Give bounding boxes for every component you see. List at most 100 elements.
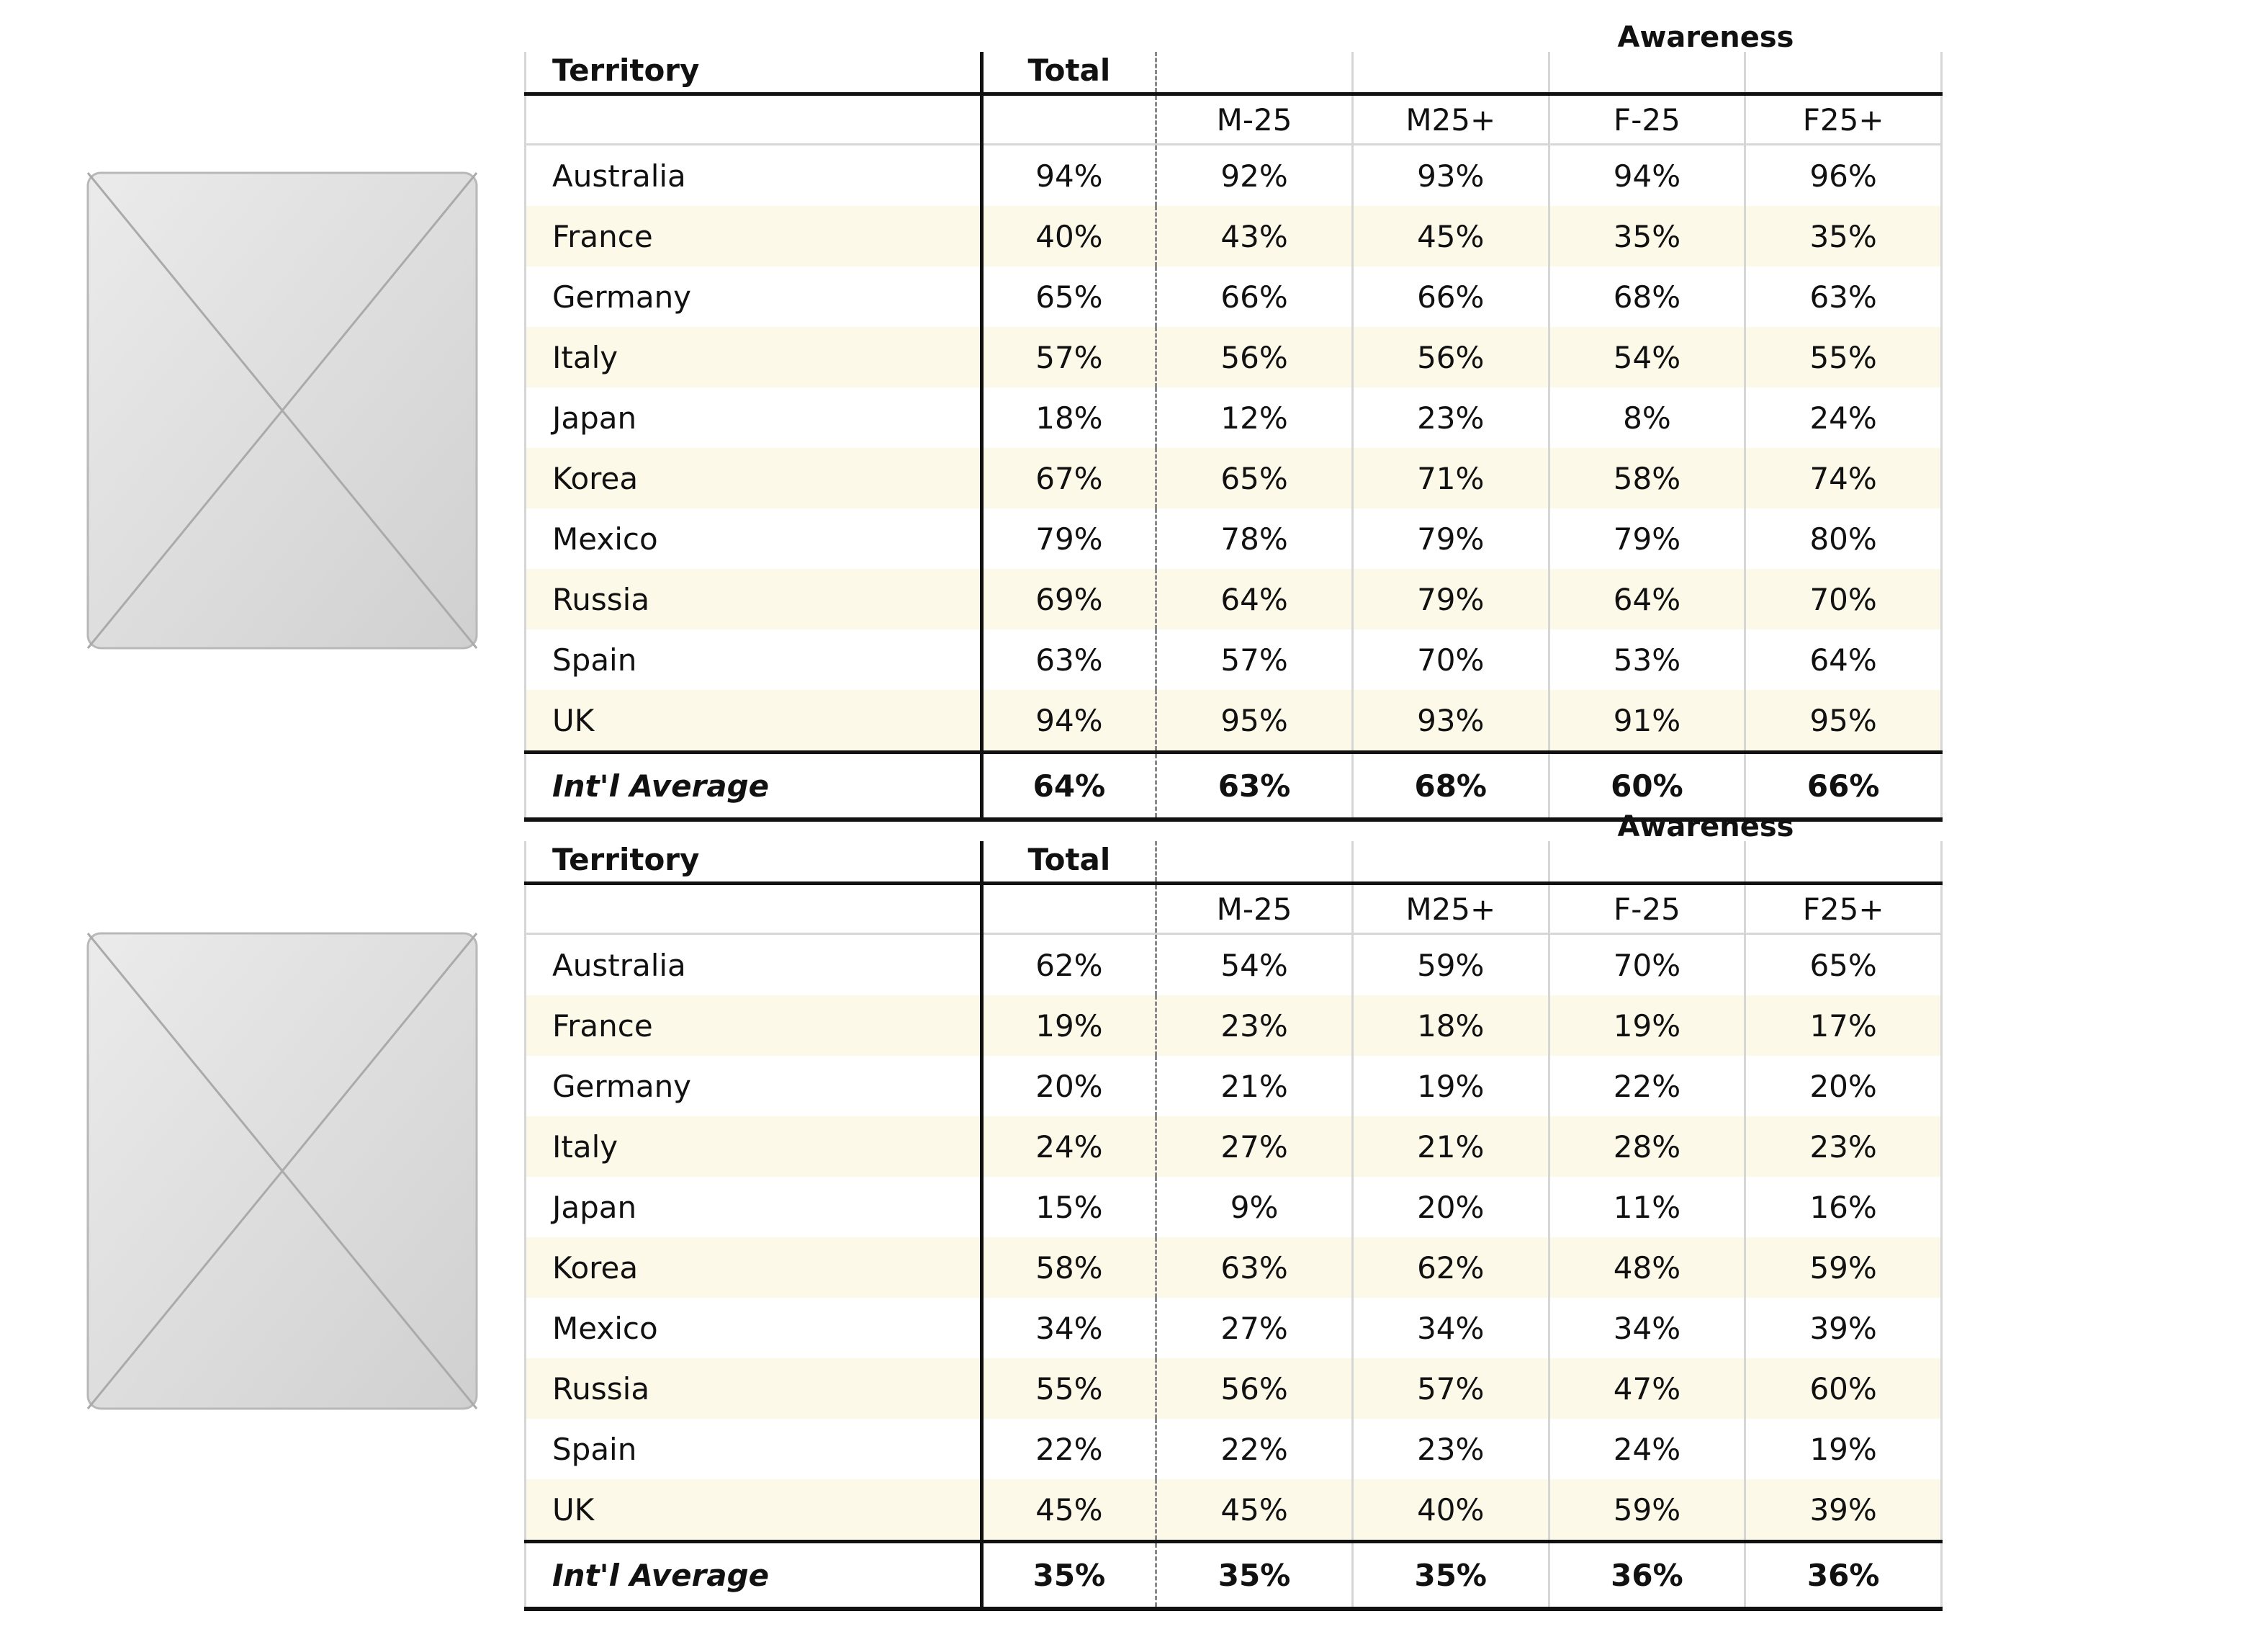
segment-cell: 48% — [1549, 1237, 1747, 1298]
table-body: Territory Total M-25 M25+ F-25 F25+ Australia 9… — [524, 52, 1943, 822]
territory-cell: Korea — [524, 1237, 984, 1298]
segment-cell: 40% — [1352, 1479, 1550, 1543]
segment-cell: 24% — [1549, 1419, 1747, 1479]
average-segment: 66% — [1745, 752, 1943, 822]
segment-cell: 63% — [1156, 1237, 1354, 1298]
header-spacer — [1352, 841, 1550, 885]
segment-cell: 28% — [1549, 1116, 1747, 1177]
table-row: Russia 55% 56% 57% 47% 60% — [524, 1358, 1943, 1419]
segment-cell: 23% — [1352, 1419, 1550, 1479]
average-segment: 63% — [1156, 752, 1354, 822]
average-label: Int'l Average — [524, 1541, 984, 1611]
header-spacer — [524, 883, 984, 935]
territory-header: Territory — [524, 52, 984, 96]
total-cell: 65% — [981, 266, 1158, 327]
total-cell: 58% — [981, 1237, 1158, 1298]
segment-header: M25+ — [1352, 883, 1550, 935]
segment-cell: 62% — [1352, 1237, 1550, 1298]
segment-cell: 79% — [1352, 508, 1550, 569]
average-segment: 68% — [1352, 752, 1550, 822]
segment-cell: 56% — [1156, 327, 1354, 387]
segment-cell: 70% — [1549, 933, 1747, 995]
total-cell: 57% — [981, 327, 1158, 387]
segment-cell: 47% — [1549, 1358, 1747, 1419]
table-row: Spain 22% 22% 23% 24% 19% — [524, 1419, 1943, 1479]
table-row: Italy 57% 56% 56% 54% 55% — [524, 327, 1943, 387]
territory-cell: Australia — [524, 144, 984, 206]
segment-cell: 95% — [1156, 690, 1354, 754]
total-cell: 24% — [981, 1116, 1158, 1177]
territory-cell: Russia — [524, 569, 984, 629]
image-placeholder-2 — [86, 932, 478, 1410]
header-spacer — [1156, 52, 1354, 96]
table-row: Russia 69% 64% 79% 64% 70% — [524, 569, 1943, 629]
segment-cell: 79% — [1352, 569, 1550, 629]
segment-header-row: M-25 M25+ F-25 F25+ — [524, 883, 1943, 935]
average-label: Int'l Average — [524, 752, 984, 822]
total-cell: 94% — [981, 144, 1158, 206]
total-header: Total — [981, 52, 1158, 96]
segment-cell: 35% — [1745, 206, 1943, 266]
segment-cell: 20% — [1352, 1177, 1550, 1237]
segment-cell: 27% — [1156, 1116, 1354, 1177]
segment-cell: 34% — [1352, 1298, 1550, 1358]
segment-cell: 93% — [1352, 690, 1550, 754]
header-spacer — [981, 883, 1158, 935]
table-row: Mexico 34% 27% 34% 34% 39% — [524, 1298, 1943, 1358]
territory-cell: UK — [524, 690, 984, 754]
total-cell: 19% — [981, 995, 1158, 1056]
total-cell: 45% — [981, 1479, 1158, 1543]
segment-cell: 65% — [1745, 933, 1943, 995]
segment-cell: 22% — [1156, 1419, 1354, 1479]
segment-cell: 56% — [1352, 327, 1550, 387]
segment-cell: 21% — [1156, 1056, 1354, 1116]
table-row: Italy 24% 27% 21% 28% 23% — [524, 1116, 1943, 1177]
segment-cell: 66% — [1156, 266, 1354, 327]
segment-cell: 16% — [1745, 1177, 1943, 1237]
territory-cell: Japan — [524, 1177, 984, 1237]
segment-cell: 54% — [1156, 933, 1354, 995]
segment-cell: 60% — [1745, 1358, 1943, 1419]
segment-header: M-25 — [1156, 94, 1354, 145]
segment-cell: 68% — [1549, 266, 1747, 327]
total-cell: 94% — [981, 690, 1158, 754]
segment-cell: 53% — [1549, 629, 1747, 690]
average-row: Int'l Average 35% 35% 35% 36% 36% — [524, 1541, 1943, 1611]
header-spacer — [1156, 841, 1354, 885]
average-segment: 35% — [1156, 1541, 1354, 1611]
segment-header: M25+ — [1352, 94, 1550, 145]
table-row: Australia 94% 92% 93% 94% 96% — [524, 144, 1943, 206]
total-cell: 22% — [981, 1419, 1158, 1479]
segment-cell: 58% — [1549, 448, 1747, 508]
segment-cell: 71% — [1352, 448, 1550, 508]
segment-cell: 65% — [1156, 448, 1354, 508]
table-row: Australia 62% 54% 59% 70% 65% — [524, 933, 1943, 995]
territory-cell: Spain — [524, 629, 984, 690]
segment-cell: 17% — [1745, 995, 1943, 1056]
awareness-group-label: Awareness — [1617, 21, 1794, 54]
segment-cell: 45% — [1156, 1479, 1354, 1543]
segment-header: M-25 — [1156, 883, 1354, 935]
segment-header: F-25 — [1549, 883, 1747, 935]
segment-cell: 78% — [1156, 508, 1354, 569]
segment-cell: 54% — [1549, 327, 1747, 387]
total-header: Total — [981, 841, 1158, 885]
territory-cell: Germany — [524, 1056, 984, 1116]
segment-cell: 35% — [1549, 206, 1747, 266]
header-spacer — [1745, 52, 1943, 96]
table-row: Germany 20% 21% 19% 22% 20% — [524, 1056, 1943, 1116]
territory-cell: Russia — [524, 1358, 984, 1419]
awareness-group-label: Awareness — [1617, 810, 1794, 843]
segment-cell: 22% — [1549, 1056, 1747, 1116]
average-total: 35% — [981, 1541, 1158, 1611]
segment-cell: 64% — [1745, 629, 1943, 690]
segment-cell: 80% — [1745, 508, 1943, 569]
awareness-panel-1: Awareness Territory Total M-25 M25+ F-25 F25+… — [524, 20, 1943, 822]
segment-cell: 21% — [1352, 1116, 1550, 1177]
table-row: France 40% 43% 45% 35% 35% — [524, 206, 1943, 266]
segment-cell: 27% — [1156, 1298, 1354, 1358]
territory-cell: Australia — [524, 933, 984, 995]
segment-cell: 74% — [1745, 448, 1943, 508]
segment-cell: 12% — [1156, 387, 1354, 448]
table-row: UK 94% 95% 93% 91% 95% — [524, 690, 1943, 754]
